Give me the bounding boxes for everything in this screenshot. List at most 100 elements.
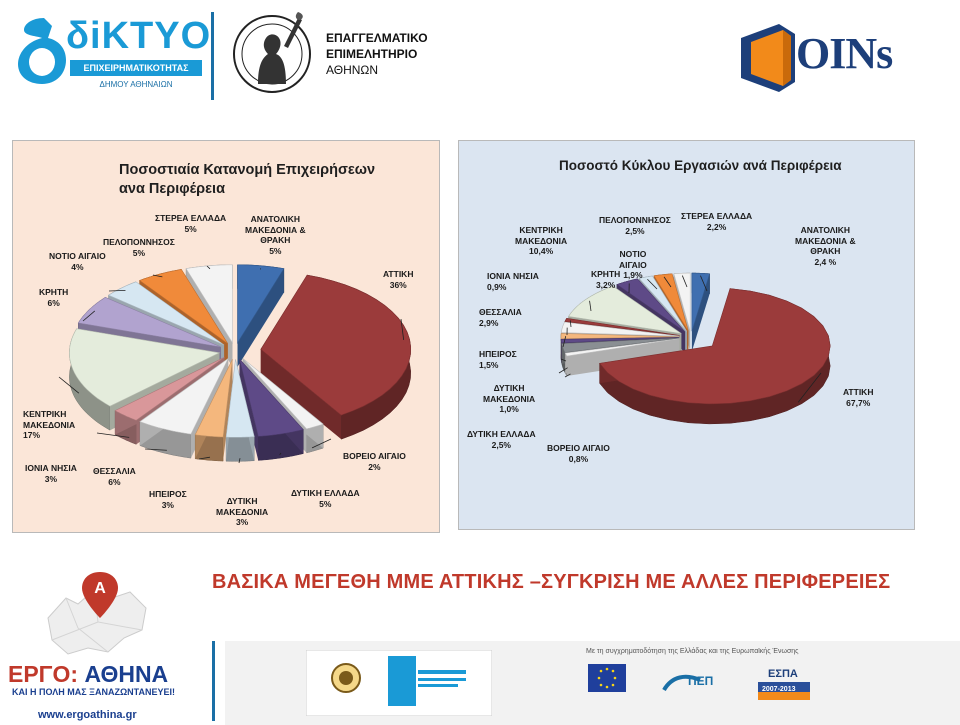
leader-line-κεντρικη-μακεδονια	[58, 376, 80, 394]
slice-label-text: ΑΤΤΙΚΗ	[383, 269, 414, 279]
chart-title-turnover: Ποσοστό Κύκλου Εργασιών ανά Περιφέρεια	[559, 158, 842, 173]
slice-label-νοτιο-αιγαιο: ΝΟΤΙΟ ΑΙΓΑΙΟ 4%	[49, 251, 106, 272]
footer-divider	[212, 641, 215, 721]
slice-label-value: 0,8%	[568, 453, 589, 464]
slice-label-text: ΑΝΑΤΟΛΙΚΗ	[800, 225, 851, 235]
slice-label-κεντρικη-μακεδονια: ΚΕΝΤΡΙΚΗ ΜΑΚΕΔΟΝΙΑ 17%	[23, 409, 75, 441]
leader-line-πελοποννησος	[152, 274, 163, 278]
slice-label-νοτιο-αιγαιο: ΝΟΤΙΟ ΑΙΓΑΙΟ 1,9%	[619, 249, 647, 281]
pie-slice-ηπειρος	[194, 359, 233, 462]
pep-label: ΠΕΠ	[688, 674, 714, 688]
slice-label-text: ΚΡΗΤΗ	[39, 287, 69, 297]
leader-line-βορειο-αιγαιο	[311, 438, 332, 449]
pep-logo-icon	[662, 674, 701, 692]
slice-label-value: 2,5%	[625, 225, 645, 236]
ergo-line2: ΑΘΗΝΑ	[84, 661, 169, 687]
leader-line-δυτικη-ελλαδα	[279, 452, 282, 456]
slice-label-text: ΚΡΗΤΗ	[591, 269, 621, 279]
leader-line-δυτικη-μακεδονια	[560, 358, 567, 362]
leader-line-αττικη	[797, 372, 822, 403]
slice-label-ανατολικη-μακεδονια-θρακη: ΑΝΑΤΟΛΙΚΗ ΜΑΚΕΔΟΝΙΑ & ΘΡΑΚΗ 2,4 %	[795, 225, 856, 267]
slice-label-text: ΠΕΛΟΠΟΝΝΗΣΟΣ	[103, 237, 175, 247]
leader-line-ιονια-νησια	[569, 320, 572, 328]
chamber-emblem-logo	[233, 12, 311, 93]
chamber-name-line2: ΕΠΙΜΕΛΗΤΗΡΙΟ	[326, 47, 418, 61]
slice-label-ηπειρος: ΗΠΕΙΡΟΣ 3%	[149, 489, 187, 510]
slice-label-value: 1,0%	[499, 404, 519, 414]
slice-label-text: ΜΑΚΕΔΟΝΙΑ &	[795, 235, 856, 246]
slice-label-text: ΚΕΝΤΡΙΚΗ	[519, 225, 563, 235]
slice-label-value: 3%	[44, 473, 58, 484]
leader-line-κρητη	[82, 310, 96, 322]
slice-label-text: ΘΡΑΚΗ	[260, 235, 291, 245]
slice-label-value: 1,9%	[623, 270, 643, 280]
slice-label-value: 17%	[23, 430, 41, 440]
slice-label-στερεα-ελλαδα: ΣΤΕΡΕΑ ΕΛΛΑΔΑ 5%	[155, 213, 226, 234]
chamber-name-line1: ΕΠΑΓΓΕΛΜΑΤΙΚΟ	[326, 31, 428, 45]
slice-label-value: 5%	[319, 498, 332, 509]
slice-label-text: ΜΑΚΕΔΟΝΙΑ	[216, 506, 269, 517]
slice-label-text: ΔΥΤΙΚΗ	[226, 496, 258, 506]
slice-label-text: ΑΝΑΤΟΛΙΚΗ	[250, 214, 301, 224]
slice-label-ηπειρος: ΗΠΕΙΡΟΣ 1,5%	[479, 349, 517, 370]
leader-line-στερεα-ελλαδα	[206, 265, 211, 270]
slice-label-text: ΘΕΣΣΑΛΙΑ	[93, 466, 136, 476]
leader-line-βορειο-αιγαιο	[564, 373, 571, 378]
slice-label-value: 5%	[184, 223, 197, 234]
page-heading: ΒΑΣΙΚΑ ΜΕΓΕΘΗ ΜΜΕ ΑΤΤΙΚΗΣ –ΣΥΓΚΡΙΣΗ ΜΕ Α…	[212, 571, 891, 593]
slice-label-value: 67,7%	[846, 397, 871, 408]
slice-label-value: 6%	[47, 297, 60, 308]
pie-slice-δυτικη-μακεδονια	[225, 359, 255, 462]
slice-label-text: ΣΤΕΡΕΑ ΕΛΛΑΔΑ	[681, 211, 753, 221]
leader-line-κεντρικη-μακεδονια	[589, 300, 592, 312]
slice-label-value: 5%	[132, 247, 146, 258]
pie-slice-ανατολικη-μακεδονια-θρακη	[237, 264, 285, 367]
ergo-url-link[interactable]: www.ergoathina.gr	[38, 709, 137, 721]
slice-label-text: ΘΡΑΚΗ	[810, 246, 841, 256]
leader-line-ανατολικη-μακεδονια-θρακη	[700, 275, 708, 292]
slice-label-value: 1,5%	[479, 359, 499, 370]
leader-line-δυτικη-ελλαδα	[558, 367, 568, 374]
leader-line-νοτιο-αιγαιο	[647, 278, 658, 290]
slice-label-text: ΜΑΚΕΔΟΝΙΑ	[23, 419, 76, 430]
diktyo-subtitle: ΔΗΜΟΥ ΑΘΗΝΑΙΩΝ	[99, 80, 173, 89]
espa-years: 2007-2013	[762, 686, 796, 693]
slice-label-text: ΣΤΕΡΕΑ ΕΛΛΑΔΑ	[155, 213, 227, 223]
diktyo-band: ΕΠΙΧΕΙΡΗΜΑΤΙΚΟΤΗΤΑΣ	[70, 60, 202, 76]
pie-slice-αττικη	[260, 274, 412, 440]
slice-label-θεσσαλια: ΘΕΣΣΑΛΙΑ 6%	[93, 466, 136, 487]
espa-label: ΕΣΠΑ	[768, 668, 798, 680]
leader-line-ηπειρος	[562, 336, 567, 348]
slice-label-δυτικη-μακεδονια: ΔΥΤΙΚΗ ΜΑΚΕΔΟΝΙΑ 1,0%	[483, 383, 535, 415]
leader-line-ηπειρος	[198, 456, 211, 460]
chart-panel-turnover: Ποσοστό Κύκλου Εργασιών ανά Περιφέρεια Α…	[458, 140, 915, 530]
athina-map-logo: A	[47, 572, 147, 655]
slice-label-text: ΘΕΣΣΑΛΙΑ	[479, 307, 522, 317]
espa-logo-icon	[758, 682, 810, 700]
chart-panel-businesses: Ποσοστιαία Κατανομή Επιχειρήσεων ανα Περ…	[12, 140, 440, 533]
leader-line-αττικη	[400, 318, 405, 340]
diktyo-delta-icon	[18, 18, 66, 84]
slice-label-text: ΙΟΝΙΑ ΝΗΣΙΑ	[487, 271, 539, 281]
slice-label-δυτικη-ελλαδα: ΔΥΤΙΚΗ ΕΛΛΑΔΑ 5%	[291, 488, 360, 509]
slice-label-text: ΝΟΤΙΟ	[619, 249, 647, 259]
slice-label-value: 0,9%	[487, 281, 507, 292]
slice-label-αττικη: ΑΤΤΙΚΗ 36%	[383, 269, 413, 290]
leader-line-νοτιο-αιγαιο	[108, 289, 126, 292]
slice-label-text: ΔΥΤΙΚΗ	[493, 383, 525, 393]
slice-label-text: ΑΙΓΑΙΟ	[619, 259, 647, 270]
slice-label-text: ΚΕΝΤΡΙΚΗ	[23, 409, 67, 419]
pie-chart-turnover	[558, 272, 831, 425]
slice-label-text: ΝΟΤΙΟ ΑΙΓΑΙΟ	[49, 251, 106, 261]
chart-title-businesses: Ποσοστιαία Κατανομή Επιχειρήσεων ανα Περ…	[119, 161, 419, 199]
slice-label-αττικη: ΑΤΤΙΚΗ 67,7%	[843, 387, 873, 408]
slice-label-value: 2%	[368, 461, 381, 472]
leader-line-ιονια-νησια	[96, 432, 130, 438]
slice-label-value: 3%	[161, 499, 174, 510]
svg-text:A: A	[94, 580, 106, 597]
header-divider	[211, 12, 214, 100]
cofund-note: Με τη συγχρηματοδότηση της Ελλάδας και τ…	[586, 648, 799, 655]
pie-chart-businesses	[58, 264, 412, 464]
slice-label-ιονια-νησια: ΙΟΝΙΑ ΝΗΣΙΑ 3%	[25, 463, 77, 484]
diktyo-wordmark: δiKTYO	[66, 15, 212, 57]
